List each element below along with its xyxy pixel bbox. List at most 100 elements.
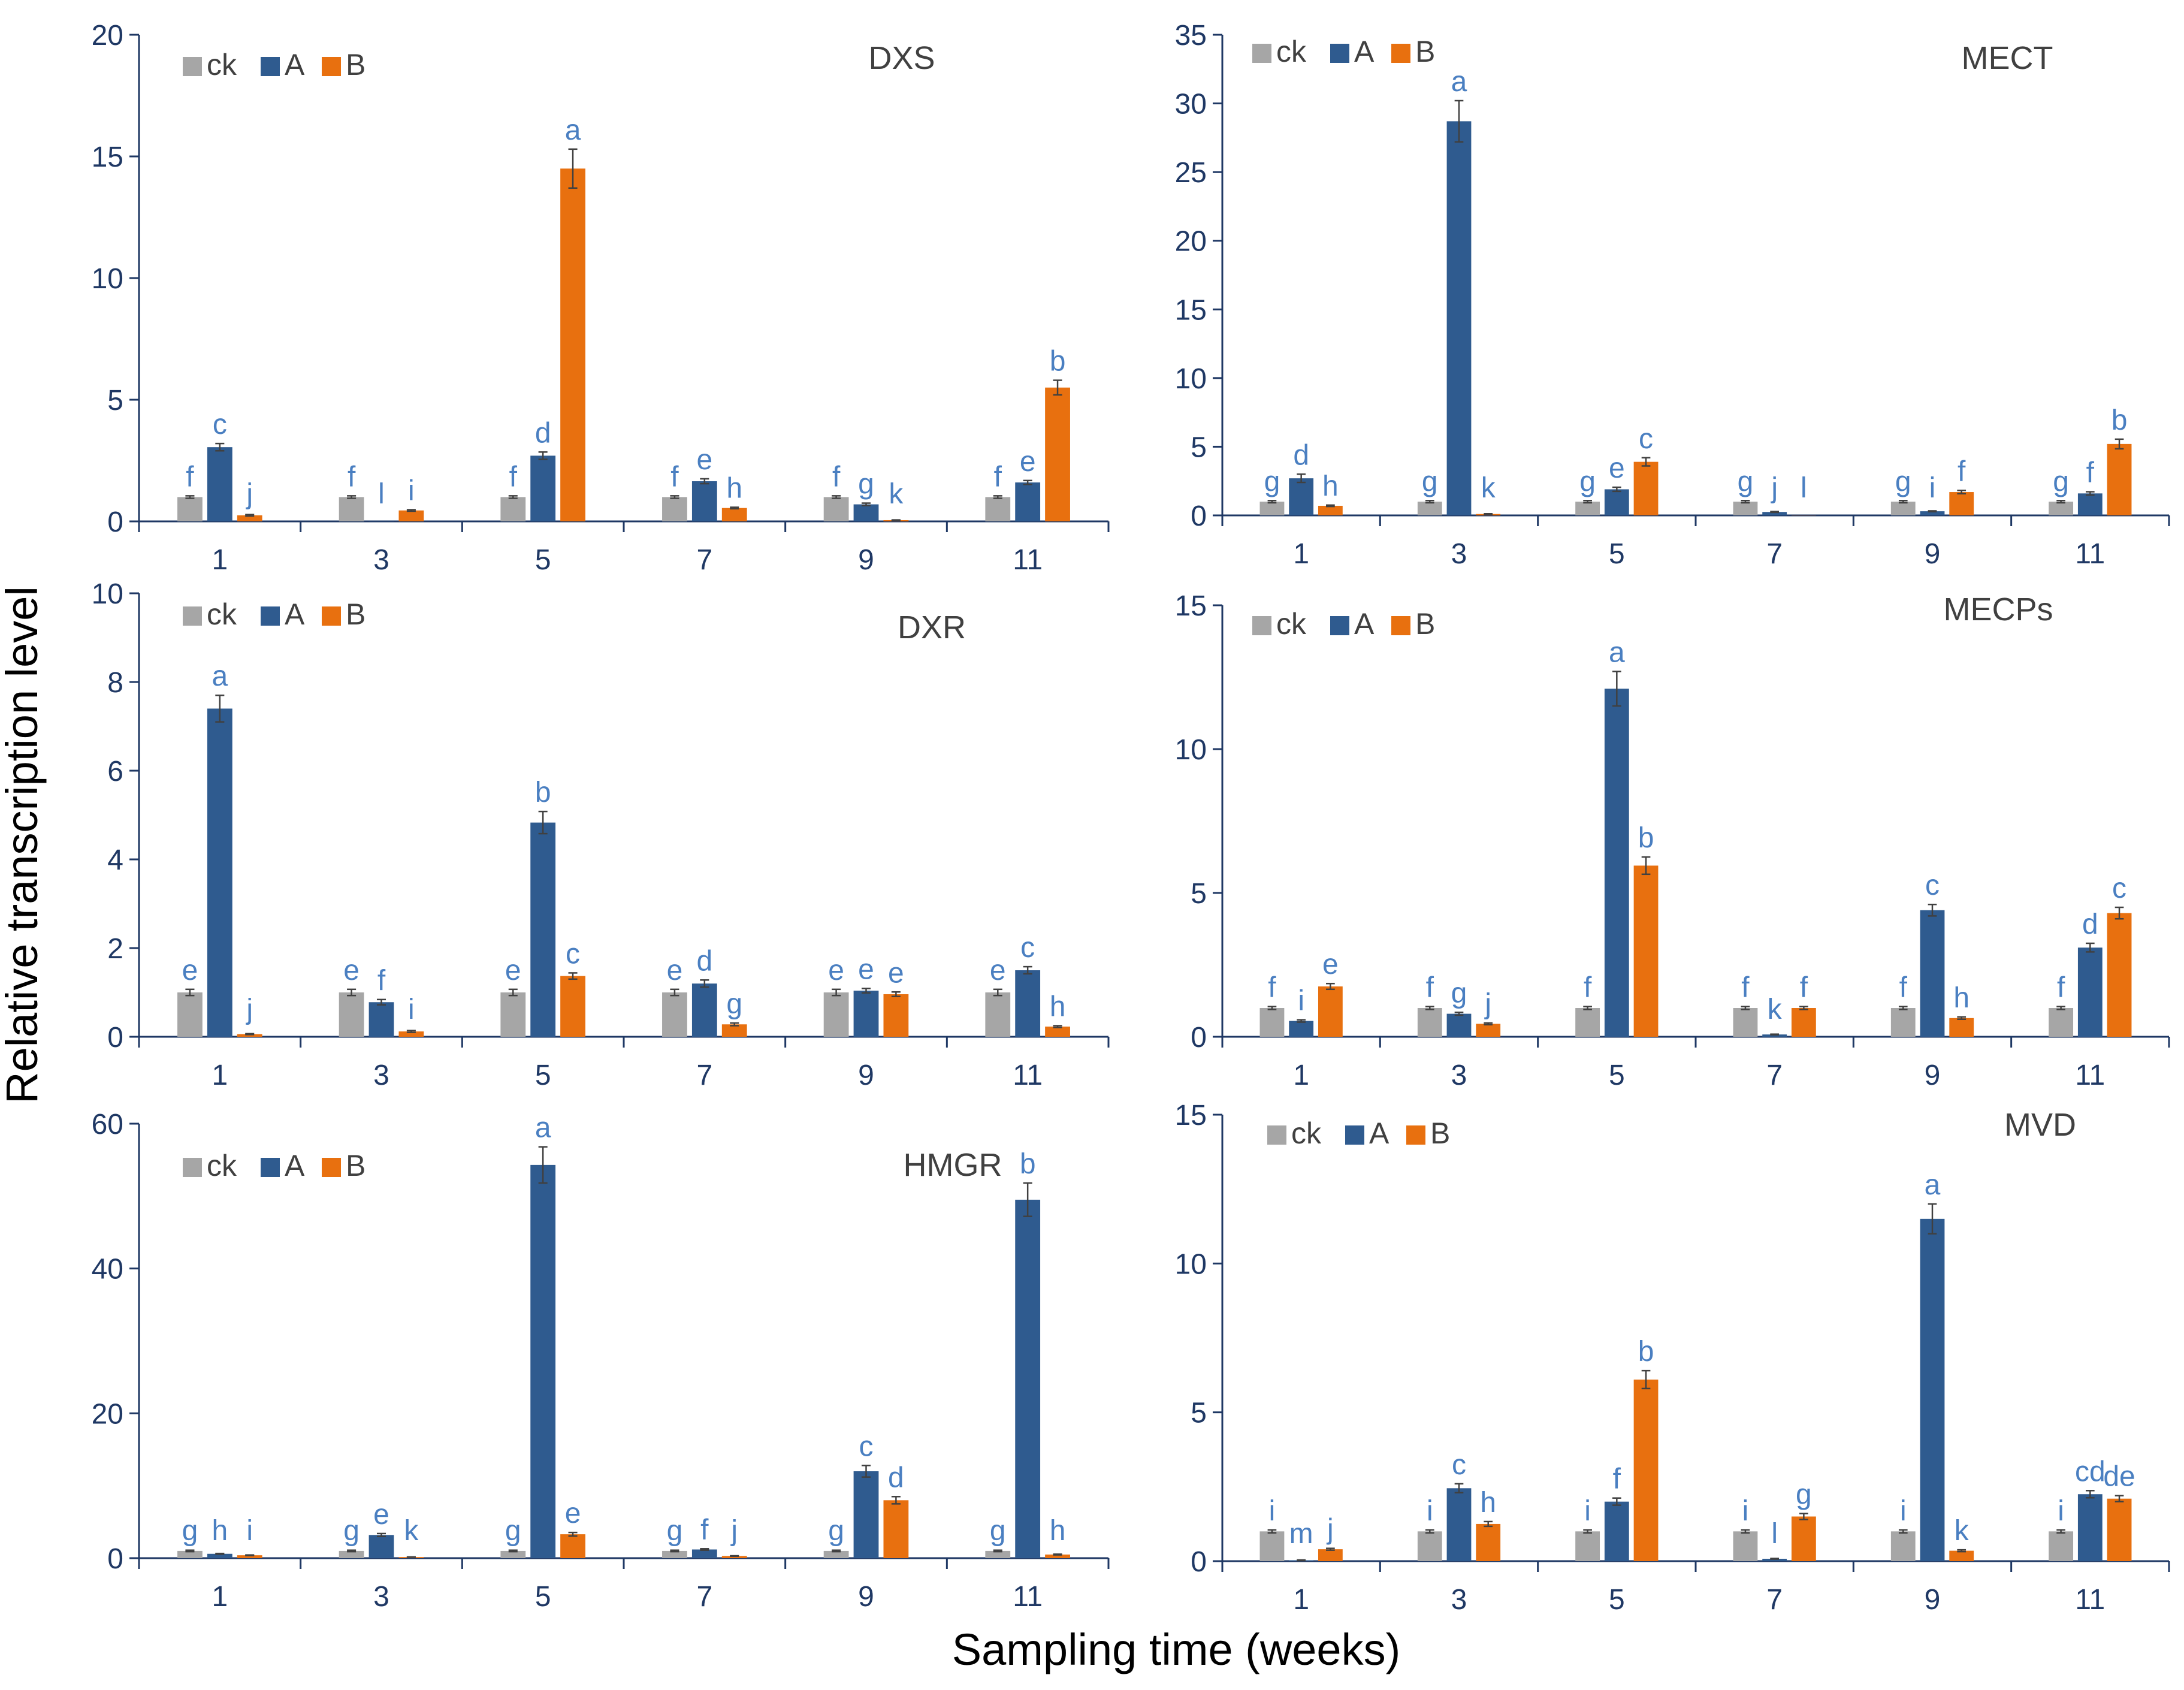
bar-ck	[2049, 502, 2074, 515]
significance-letter: de	[2103, 1461, 2135, 1493]
legend-swatch-b	[322, 1158, 341, 1177]
legend-label-ck: ck	[1276, 35, 1307, 68]
bar-ck	[985, 992, 1011, 1037]
bar-ck	[2049, 1008, 2074, 1037]
significance-letter: j	[1326, 1514, 1334, 1546]
significance-letter: f	[186, 461, 194, 493]
significance-letter: a	[1609, 636, 1625, 668]
bar-ck	[1890, 1531, 1916, 1561]
significance-letter: d	[1293, 439, 1309, 471]
significance-letter: f	[348, 461, 356, 493]
y-tick-label: 4	[107, 844, 123, 876]
bar-a	[853, 504, 879, 521]
bar-b	[1045, 1554, 1070, 1558]
x-tick-label: 7	[1766, 1584, 1783, 1616]
significance-letter: a	[1925, 1169, 1941, 1201]
significance-letter: g	[1738, 466, 1754, 497]
bar-ck	[1575, 502, 1600, 515]
bar-b	[1318, 986, 1343, 1037]
legend-swatch-a	[1330, 616, 1349, 635]
bar-a	[1289, 478, 1314, 515]
bar-a	[1015, 482, 1041, 521]
significance-letter: c	[1925, 870, 1940, 901]
significance-letter: i	[1269, 1495, 1276, 1527]
bar-ck	[339, 1550, 364, 1558]
significance-letter: g	[343, 1515, 360, 1547]
bar-ck	[1259, 502, 1285, 515]
significance-letter: d	[888, 1462, 904, 1493]
legend-swatch-ck	[1267, 1125, 1286, 1145]
significance-letter: i	[1900, 1495, 1907, 1527]
x-tick-label: 9	[1925, 1584, 1941, 1616]
bar-b	[2107, 443, 2132, 515]
x-tick-label: 1	[1293, 538, 1309, 570]
y-tick-label: 5	[1191, 1398, 1207, 1429]
significance-letter: c	[566, 938, 580, 970]
legend-label-a: A	[1369, 1116, 1389, 1150]
gene-title: MECPs	[1943, 592, 2053, 627]
bar-a	[1920, 1218, 1945, 1561]
significance-letter: g	[667, 1515, 683, 1547]
significance-letter: g	[1895, 466, 1911, 497]
bar-a	[1446, 1013, 1472, 1037]
y-tick-label: 10	[92, 263, 123, 295]
x-tick-label: 5	[1609, 1584, 1625, 1616]
significance-letter: d	[535, 417, 551, 449]
bar-b	[2107, 913, 2132, 1037]
x-tick-label: 11	[1013, 544, 1043, 576]
significance-letter: g	[182, 1515, 198, 1547]
significance-letter: g	[1422, 466, 1438, 497]
gene-title: DXR	[898, 609, 966, 645]
significance-letter: c	[213, 409, 227, 440]
y-tick-label: 0	[107, 1543, 123, 1575]
bar-a	[368, 1535, 394, 1558]
bar-a	[530, 1164, 556, 1558]
significance-letter: j	[1484, 988, 1491, 1020]
x-tick-label: 11	[1013, 1060, 1043, 1091]
significance-letter: e	[858, 953, 874, 985]
significance-letter: i	[2058, 1495, 2064, 1527]
significance-letter: g	[1264, 466, 1280, 497]
legend-swatch-a	[1330, 44, 1349, 63]
bar-b	[237, 1034, 262, 1037]
legend-swatch-ck	[1252, 616, 1271, 635]
gene-title: MVD	[2004, 1107, 2076, 1143]
significance-letter: b	[1020, 1148, 1036, 1180]
significance-letter: i	[1298, 985, 1304, 1017]
significance-letter: j	[730, 1515, 738, 1547]
significance-letter: f	[509, 461, 518, 493]
significance-letter: d	[2082, 909, 2098, 940]
legend-label-a: A	[285, 597, 305, 631]
legend-label-a: A	[1354, 35, 1375, 68]
significance-letter: e	[1322, 949, 1339, 980]
bar-a	[2077, 493, 2103, 515]
bar-ck	[662, 1550, 687, 1558]
legend-label-b: B	[346, 48, 365, 82]
significance-letter: i	[1584, 1495, 1591, 1527]
bar-ck	[1890, 1008, 1916, 1037]
significance-letter: f	[2086, 457, 2095, 489]
significance-letter: e	[888, 957, 904, 989]
bar-a	[2077, 1494, 2103, 1561]
legend-swatch-b	[1391, 616, 1410, 635]
y-axis-title: Relative transcription level	[0, 586, 47, 1104]
bar-ck	[339, 992, 364, 1037]
x-tick-label: 3	[373, 544, 389, 576]
legend-label-b: B	[1430, 1116, 1450, 1150]
bar-b	[1476, 1523, 1501, 1561]
x-tick-label: 11	[2075, 1584, 2105, 1616]
x-tick-label: 11	[2075, 1060, 2105, 1091]
bar-a	[1762, 512, 1787, 515]
bar-a	[530, 822, 556, 1037]
bar-a	[530, 455, 556, 521]
bar-b	[1318, 1549, 1343, 1561]
significance-letter: f	[1899, 972, 1908, 1004]
x-axis-title: Sampling time (weeks)	[952, 1625, 1400, 1674]
bar-ck	[1417, 1008, 1442, 1037]
x-tick-label: 9	[858, 1581, 874, 1613]
bar-ck	[1890, 502, 1916, 515]
bar-a	[1920, 910, 1945, 1037]
significance-letter: k	[404, 1515, 419, 1547]
legend-swatch-b	[322, 57, 341, 76]
y-tick-label: 0	[1191, 1546, 1207, 1578]
